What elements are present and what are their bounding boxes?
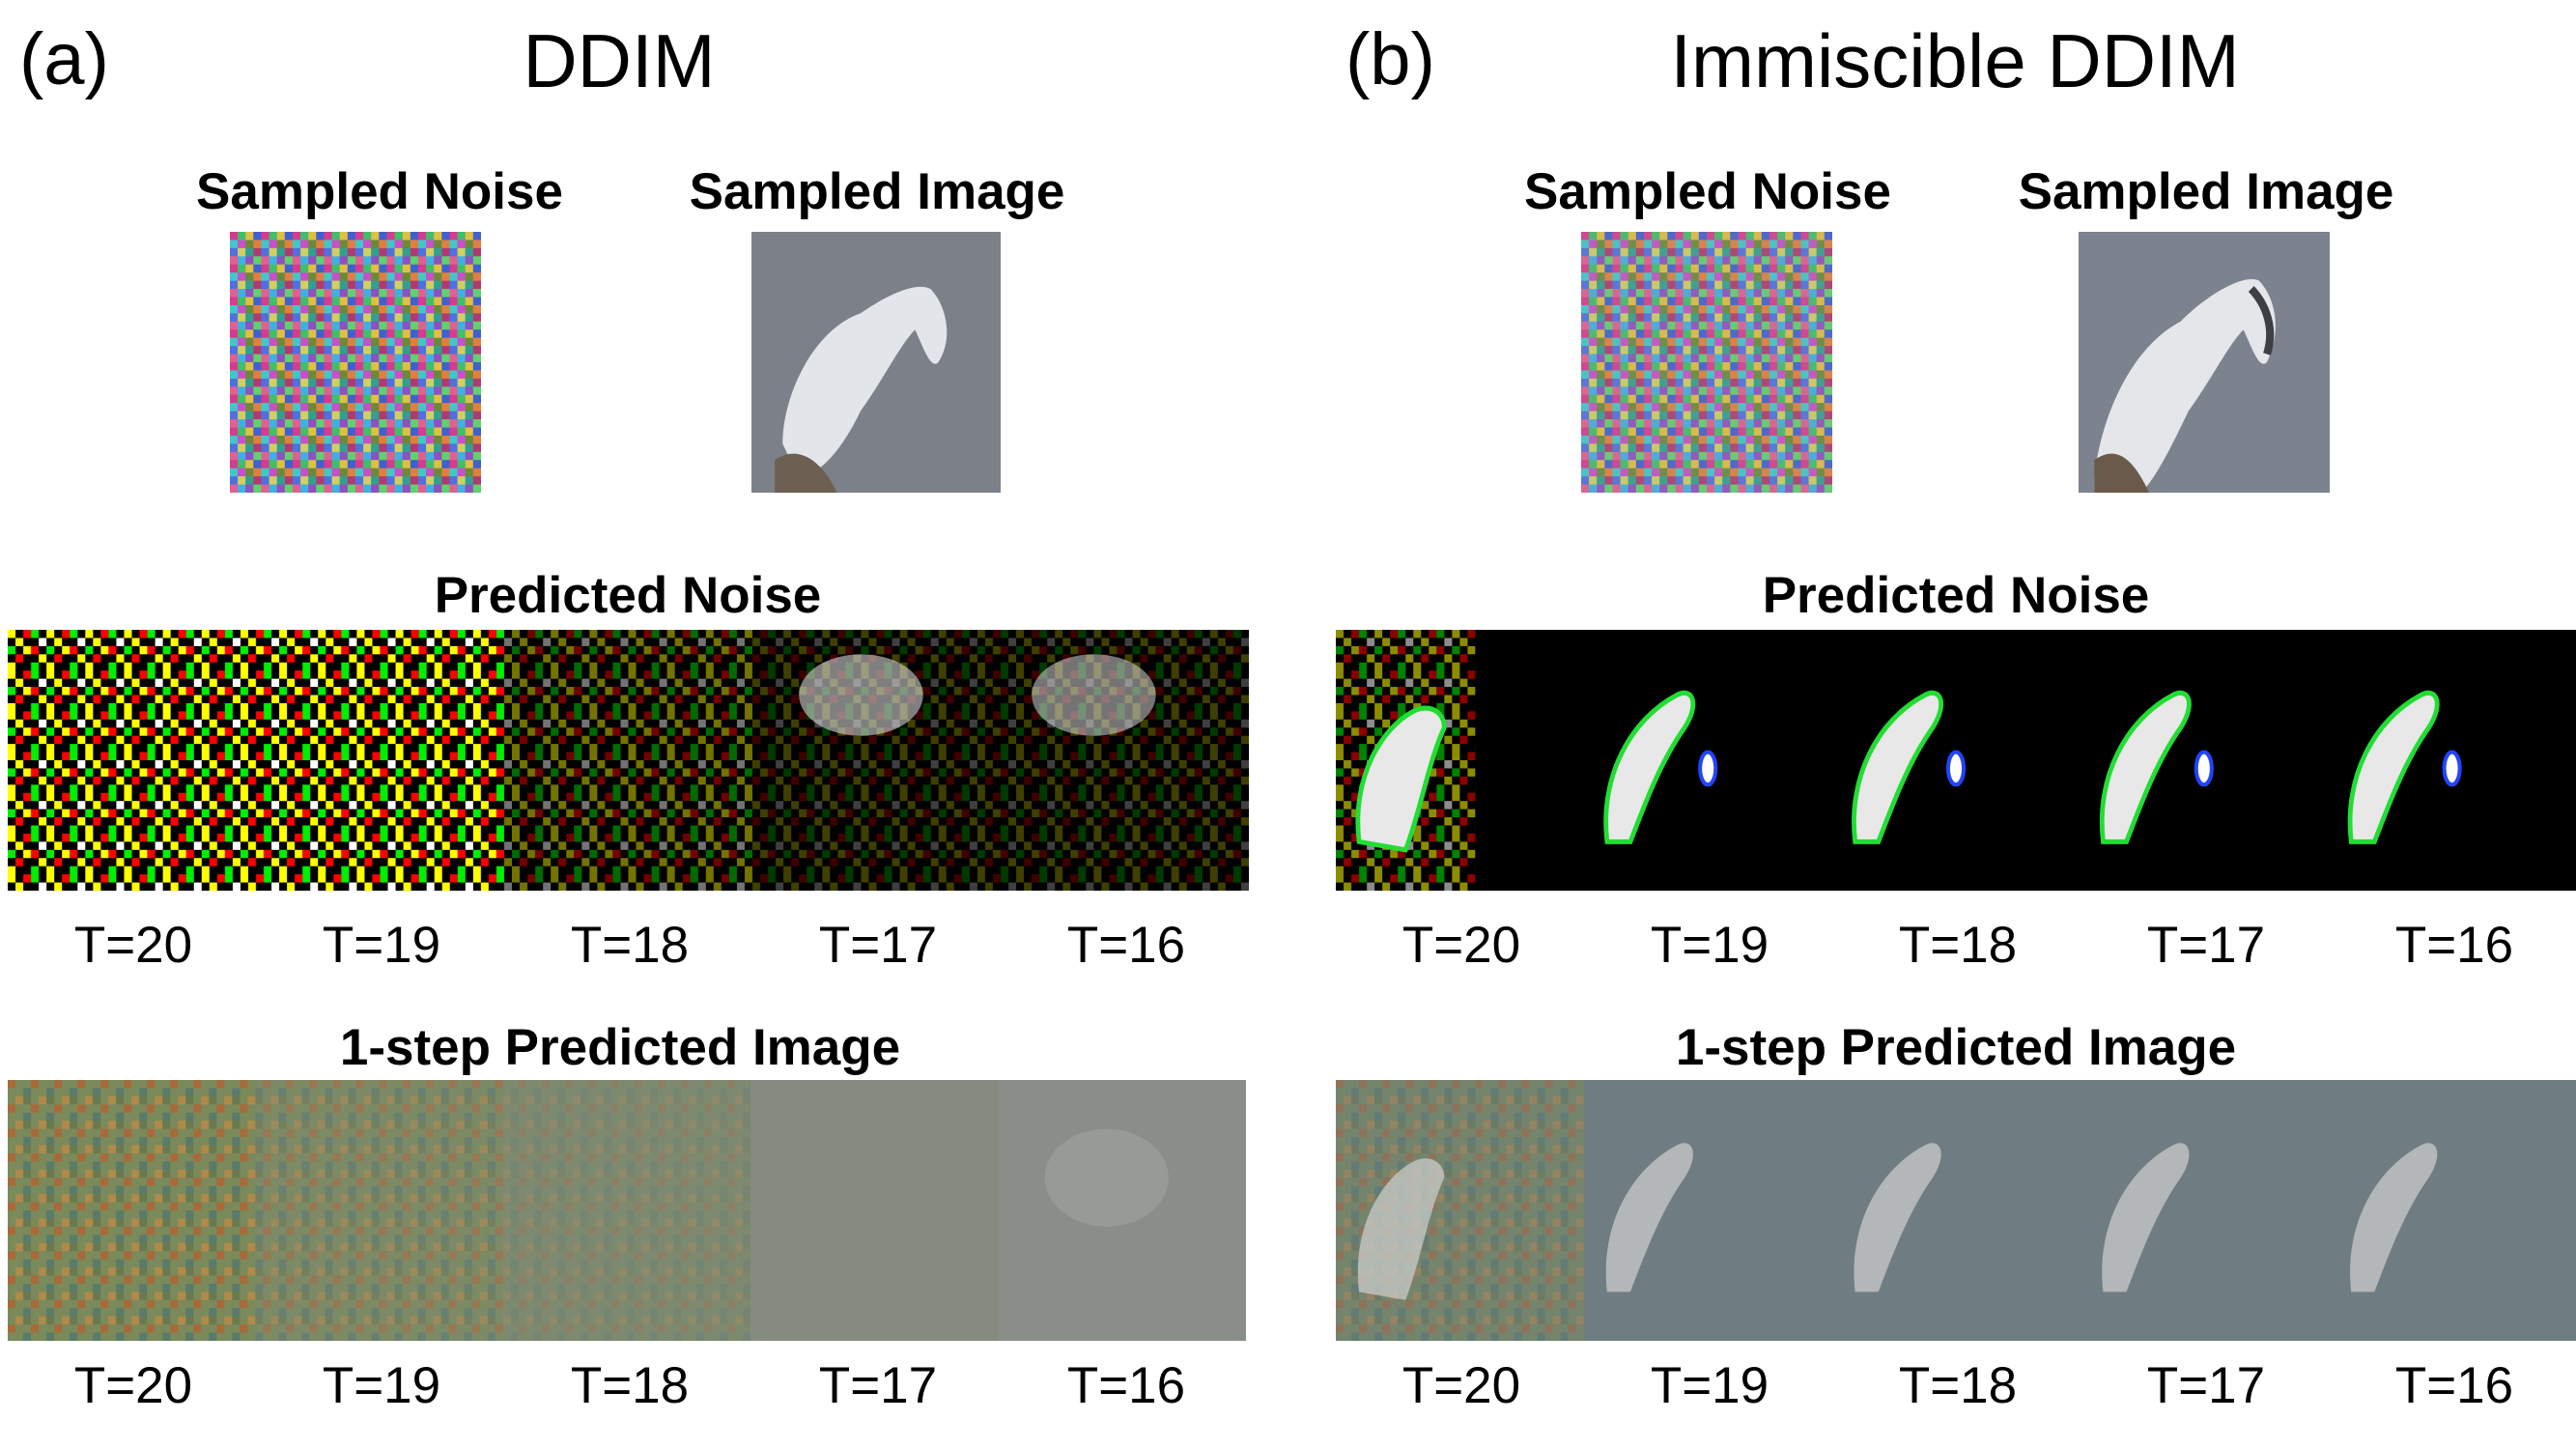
timestep-label: T=18 [570, 917, 690, 974]
timestep-label: T=18 [1898, 917, 2018, 974]
predicted-noise-strip [8, 630, 1249, 891]
timestep-label: T=18 [570, 1357, 690, 1414]
predicted-noise-label: Predicted Noise [434, 567, 822, 624]
timestep-label: T=19 [322, 917, 441, 974]
sampled-image-horse [2079, 232, 2330, 493]
predicted-image-strip [1336, 1080, 2576, 1341]
sampled-image-label: Sampled Image [2018, 163, 2394, 220]
timestep-label: T=20 [73, 1357, 193, 1414]
timestep-label: T=20 [73, 917, 193, 974]
timestep-label: T=16 [1066, 917, 1186, 974]
timestep-label: T=17 [818, 917, 938, 974]
timestep-label: T=20 [1401, 1357, 1521, 1414]
timestep-label: T=19 [322, 1357, 441, 1414]
predicted-image-strip [8, 1080, 1246, 1341]
timestep-label: T=20 [1401, 917, 1521, 974]
sampled-noise-image [230, 232, 481, 493]
panel-title: Immiscible DDIM [1670, 18, 2240, 103]
timestep-label: T=18 [1898, 1357, 2018, 1414]
timestep-label: T=16 [1066, 1357, 1186, 1414]
sampled-image-label: Sampled Image [689, 163, 1065, 220]
panel-letter: (b) [1345, 18, 1435, 100]
panel-title: DDIM [523, 18, 716, 103]
timestep-label: T=17 [2146, 917, 2266, 974]
predicted-image-label: 1-step Predicted Image [1675, 1019, 2237, 1076]
timestep-label: T=19 [1650, 917, 1769, 974]
predicted-image-label: 1-step Predicted Image [339, 1019, 901, 1076]
sampled-noise-image [1581, 232, 1832, 493]
timestep-label: T=17 [818, 1357, 938, 1414]
sampled-noise-label: Sampled Noise [196, 163, 563, 220]
sampled-noise-label: Sampled Noise [1524, 163, 1891, 220]
sampled-image-horse [751, 232, 1001, 493]
timestep-label: T=16 [2394, 1357, 2514, 1414]
timestep-label: T=19 [1650, 1357, 1769, 1414]
timestep-label: T=16 [2394, 917, 2514, 974]
predicted-noise-strip [1336, 630, 2576, 891]
timestep-label: T=17 [2146, 1357, 2266, 1414]
predicted-noise-label: Predicted Noise [1762, 567, 2150, 624]
panel-letter: (a) [19, 18, 109, 100]
